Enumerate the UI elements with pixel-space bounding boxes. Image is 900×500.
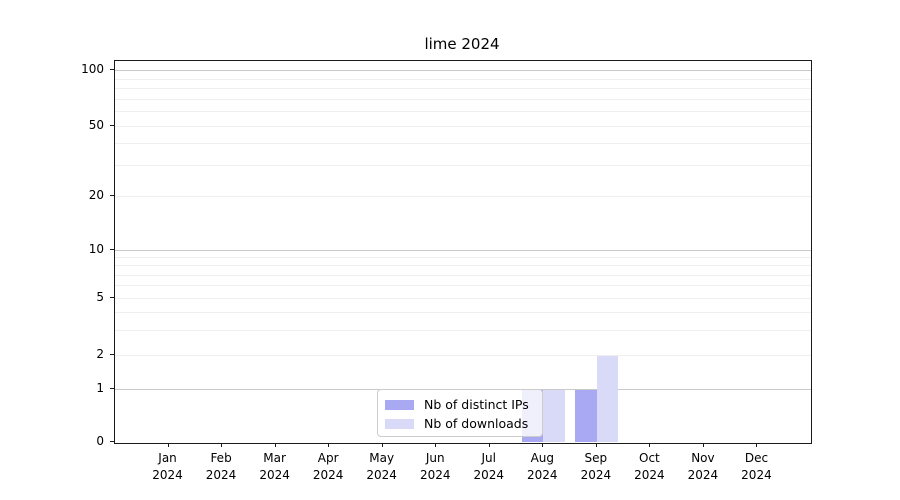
x-tick-mark xyxy=(274,443,276,447)
minor-gridline xyxy=(115,298,811,299)
bar-downloads-sep xyxy=(596,356,619,442)
x-tick-label-dec: Dec 2024 xyxy=(741,451,772,482)
y-tick-label: 2 xyxy=(96,347,104,361)
x-tick-label-mar: Mar 2024 xyxy=(259,451,290,482)
y-tick-mark xyxy=(110,249,114,250)
minor-gridline xyxy=(115,98,811,100)
bar-distinct-ips-sep xyxy=(575,390,597,442)
minor-gridline xyxy=(115,311,811,313)
minor-gridline xyxy=(115,274,811,276)
minor-gridline xyxy=(115,88,811,90)
x-tick-mark xyxy=(488,443,490,447)
minor-gridline xyxy=(115,111,811,113)
minor-gridline xyxy=(115,329,811,331)
legend-swatch-downloads xyxy=(385,418,414,429)
legend-label-distinct-ips: Nb of distinct IPs xyxy=(424,397,529,412)
x-tick-mark xyxy=(649,443,651,447)
x-tick-label-jul: Jul 2024 xyxy=(473,451,505,482)
plot-area xyxy=(114,60,812,444)
x-tick-mark xyxy=(542,443,544,447)
x-tick-label-jan: Jan 2024 xyxy=(152,451,183,482)
minor-gridline xyxy=(115,285,811,287)
y-tick-mark xyxy=(110,125,114,126)
x-tick-label-sep: Sep 2024 xyxy=(580,451,612,482)
x-tick-label-apr: Apr 2024 xyxy=(312,451,344,482)
major-gridline xyxy=(115,250,811,251)
x-tick-mark xyxy=(702,443,704,447)
x-tick-label-nov: Nov 2024 xyxy=(687,451,719,482)
y-tick-label: 5 xyxy=(96,290,104,304)
x-tick-label-jun: Jun 2024 xyxy=(419,451,451,482)
x-tick-mark xyxy=(756,443,758,447)
x-tick-label-feb: Feb 2024 xyxy=(205,451,237,482)
y-tick-label: 20 xyxy=(88,188,104,202)
y-tick-label: 10 xyxy=(88,242,104,256)
x-tick-mark xyxy=(435,443,437,447)
legend-item-downloads: Nb of downloads xyxy=(385,414,542,433)
minor-gridline xyxy=(115,265,811,267)
x-tick-label-may: May 2024 xyxy=(366,451,397,482)
x-tick-mark xyxy=(328,443,330,447)
y-tick-mark xyxy=(110,297,114,298)
x-tick-label-aug: Aug 2024 xyxy=(527,451,558,482)
x-tick-mark xyxy=(595,443,597,447)
legend-label-downloads: Nb of downloads xyxy=(424,416,529,431)
bar-downloads-aug xyxy=(543,390,565,442)
x-tick-mark xyxy=(167,443,169,447)
y-tick-mark xyxy=(110,195,114,196)
minor-gridline xyxy=(115,257,811,259)
major-gridline xyxy=(115,70,811,71)
minor-gridline xyxy=(115,143,811,145)
legend-item-distinct-ips: Nb of distinct IPs xyxy=(385,395,542,414)
y-tick-label: 1 xyxy=(96,381,104,395)
minor-gridline xyxy=(115,196,811,197)
x-tick-mark xyxy=(381,443,383,447)
minor-gridline xyxy=(115,165,811,167)
legend-swatch-distinct-ips xyxy=(385,399,414,410)
minor-gridline xyxy=(115,78,811,80)
y-tick-mark xyxy=(110,388,114,389)
minor-gridline xyxy=(115,355,811,356)
chart-title: lime 2024 xyxy=(424,35,500,53)
minor-gridline xyxy=(115,126,811,127)
y-tick-label: 50 xyxy=(88,118,104,132)
y-tick-label: 0 xyxy=(96,434,104,448)
legend: Nb of distinct IPs Nb of downloads xyxy=(377,389,543,437)
x-tick-mark xyxy=(221,443,223,447)
y-tick-mark xyxy=(110,441,114,442)
y-tick-label: 100 xyxy=(81,62,104,76)
y-tick-mark xyxy=(110,354,114,355)
y-tick-mark xyxy=(110,69,114,70)
x-tick-label-oct: Oct 2024 xyxy=(634,451,665,482)
